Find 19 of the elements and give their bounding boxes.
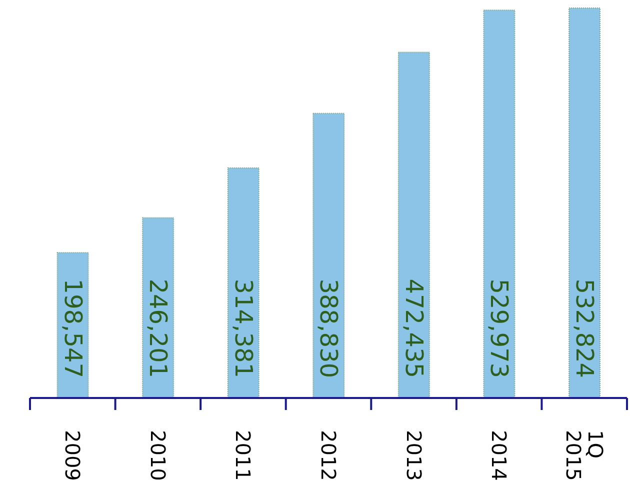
data-label: 532,824 [570,278,599,378]
x-tick-label: 2011 [231,430,256,481]
data-label: 314,381 [229,278,258,378]
x-tick-label: 2013 [402,430,426,481]
bar [227,167,260,398]
x-tick-label: 1Q 2015 [561,430,608,481]
x-tick-label: 2009 [60,430,85,481]
data-label: 388,830 [314,278,343,378]
data-label: 198,547 [58,278,87,378]
x-tick-label: 2014 [487,430,512,481]
x-tick-label: 2010 [146,430,170,481]
data-label: 529,973 [485,278,514,378]
x-tick-label: 2012 [316,430,340,481]
bar [568,8,601,398]
data-label: 246,201 [144,278,172,378]
bar [483,10,516,398]
bar [312,112,345,398]
data-label: 472,435 [400,278,428,378]
bar [398,52,430,398]
